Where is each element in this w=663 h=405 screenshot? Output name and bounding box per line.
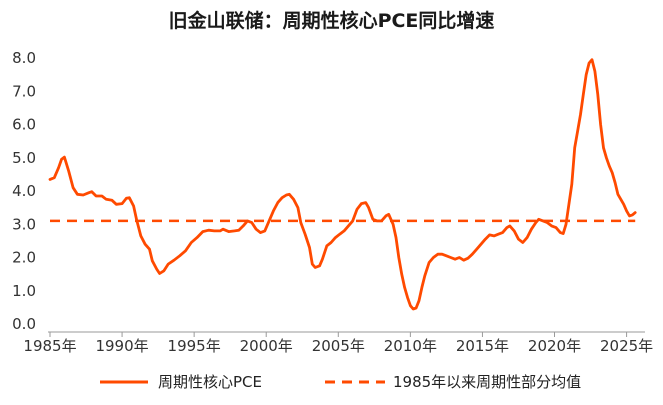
- x-tick-label: 2020年: [528, 337, 581, 355]
- x-tick-label: 1995年: [168, 337, 221, 355]
- y-tick-label: 4.0: [12, 182, 36, 200]
- y-tick-label: 0.0: [12, 315, 36, 333]
- y-tick-label: 8.0: [12, 49, 36, 67]
- legend-label-average: 1985年以来周期性部分均值: [393, 373, 581, 391]
- x-tick-label: 2025年: [600, 337, 653, 355]
- x-tick-label: 2010年: [384, 337, 437, 355]
- x-tick-label: 2005年: [312, 337, 365, 355]
- y-tick-label: 2.0: [12, 249, 36, 267]
- y-tick-label: 1.0: [12, 282, 36, 300]
- chart-title: 旧金山联储：周期性核心PCE同比增速: [168, 10, 495, 32]
- x-axis: 1985年 1990年 1995年 2000年 2005年 2010年 2015年 2020年…: [23, 331, 653, 355]
- y-tick-label: 6.0: [12, 116, 36, 134]
- legend-label-core-pce: 周期性核心PCE: [158, 373, 262, 391]
- x-tick-label: 1990年: [95, 337, 148, 355]
- x-tick-label: 2015年: [456, 337, 509, 355]
- series-layer: [48, 58, 637, 311]
- x-tick-label: 2000年: [240, 337, 293, 355]
- legend: 周期性核心PCE 1985年以来周期性部分均值: [100, 373, 581, 391]
- y-tick-label: 5.0: [12, 149, 36, 167]
- y-axis: 0.0 1.0 2.0 3.0 4.0 5.0 6.0 7.0 8.0: [12, 49, 36, 333]
- y-tick-label: 7.0: [12, 82, 36, 100]
- x-tick-label: 1985年: [23, 337, 76, 355]
- y-tick-label: 3.0: [12, 215, 36, 233]
- series-core-pce-line: [48, 58, 637, 311]
